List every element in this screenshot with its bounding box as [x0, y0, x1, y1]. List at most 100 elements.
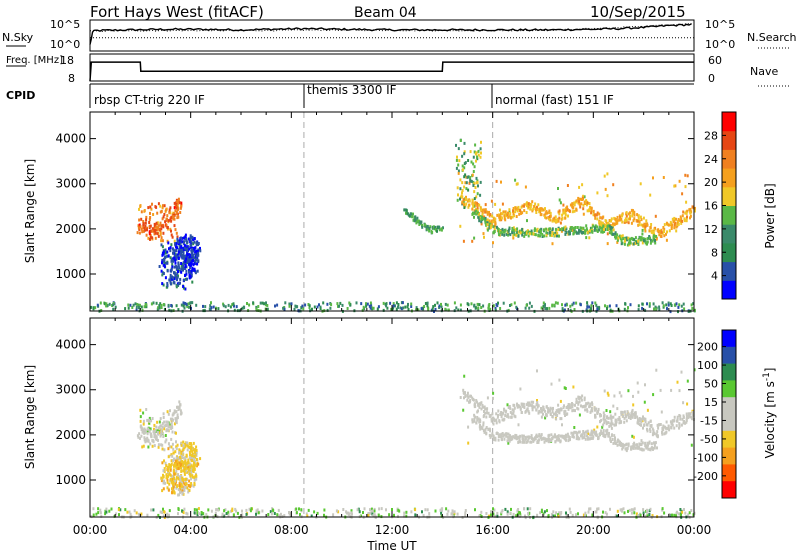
blob-cell	[177, 464, 180, 468]
scatter-cell	[446, 303, 449, 307]
scatter-cell	[345, 511, 348, 515]
freq-left-tick-bottom: 8	[68, 72, 75, 85]
scatter-cell	[217, 508, 220, 512]
blob-cell	[180, 462, 183, 466]
scatter-cell	[410, 510, 413, 514]
blob-cell	[197, 252, 200, 256]
feature-cell	[663, 223, 666, 227]
freq-right-tick-top: 60	[708, 54, 722, 67]
scatter-cell	[630, 508, 633, 512]
scatter-cell	[341, 303, 344, 307]
scatter-cell	[179, 277, 182, 281]
blob-cell	[185, 269, 188, 273]
scatter-cell	[546, 307, 548, 311]
feature-cell	[542, 228, 545, 232]
feature-cell	[643, 227, 646, 231]
blob-cell	[190, 456, 192, 460]
scatter-cell	[138, 306, 140, 309]
scatter-cell	[161, 431, 164, 435]
scatter-cell	[547, 514, 550, 518]
feature-cell	[172, 412, 175, 416]
feature-cell	[594, 408, 596, 412]
feature-cell	[681, 219, 684, 223]
scatter-cell	[610, 426, 613, 430]
scatter-cell	[157, 513, 160, 517]
feature-cell	[143, 226, 146, 230]
scatter-cell	[655, 368, 658, 372]
feature-cell	[512, 209, 515, 213]
blob-cell	[166, 269, 169, 273]
scatter-cell	[159, 510, 162, 514]
scatter-cell	[165, 513, 168, 517]
blob-cell	[177, 477, 180, 481]
blob-cell	[173, 271, 176, 275]
scatter-cell	[603, 389, 606, 393]
feature-cell	[625, 443, 628, 447]
feature-cell	[553, 434, 556, 437]
scatter-cell	[439, 508, 442, 512]
scatter-cell	[588, 236, 591, 240]
scatter-cell	[440, 507, 443, 511]
blob-cell	[187, 237, 190, 241]
scatter-cell	[474, 306, 477, 310]
feature-cell	[484, 210, 487, 214]
scatter-cell	[192, 484, 195, 488]
feature-cell	[571, 435, 574, 438]
scatter-cell	[161, 273, 164, 277]
feature-cell	[513, 436, 516, 440]
feature-cell	[634, 242, 637, 245]
scatter-cell	[561, 308, 564, 312]
scatter-cell	[159, 204, 162, 208]
feature-cell	[558, 212, 561, 216]
feature-cell	[618, 417, 621, 421]
feature-cell	[145, 439, 148, 443]
blob-cell	[195, 448, 198, 452]
feature-cell	[645, 222, 647, 226]
power-colorbar-tick-label: 28	[704, 129, 718, 142]
blob-cell	[188, 274, 191, 277]
scatter-cell	[245, 508, 248, 512]
scatter-cell	[539, 511, 542, 515]
scatter-cell	[550, 382, 553, 386]
scatter-cell	[536, 399, 538, 402]
feature-cell	[575, 397, 578, 401]
scatter-cell	[496, 514, 499, 518]
feature-cell	[491, 214, 493, 218]
scatter-cell	[410, 305, 413, 308]
blob-cell	[179, 475, 181, 479]
feature-cell	[610, 434, 613, 438]
feature-cell	[583, 434, 586, 437]
scatter-cell	[113, 514, 116, 518]
feature-cell	[482, 421, 485, 425]
scatter-cell	[463, 166, 466, 170]
scatter-cell	[163, 510, 166, 514]
scatter-cell	[171, 430, 174, 434]
scatter-cell	[128, 510, 131, 514]
feature-cell	[573, 209, 576, 213]
feature-cell	[530, 203, 533, 207]
scatter-cell	[140, 512, 143, 516]
feature-cell	[671, 423, 674, 427]
feature-cell	[514, 206, 517, 210]
scatter-cell	[690, 443, 693, 447]
feature-cell	[518, 405, 521, 409]
blob-cell	[178, 248, 181, 252]
feature-cell	[651, 427, 654, 431]
blob-cell	[189, 453, 191, 457]
blob-cell	[182, 447, 185, 451]
blob-cell	[195, 445, 198, 449]
scatter-cell	[594, 301, 597, 305]
scatter-cell	[605, 512, 608, 516]
feature-cell	[179, 403, 182, 407]
blob-cell	[162, 469, 165, 473]
feature-cell	[563, 404, 565, 408]
feature-cell	[572, 432, 575, 435]
scatter-cell	[463, 141, 466, 145]
scatter-cell	[176, 235, 179, 239]
scatter-cell	[424, 302, 427, 305]
feature-cell	[616, 238, 619, 242]
feature-cell	[571, 405, 574, 409]
blob-cell	[180, 236, 183, 240]
feature-cell	[583, 396, 586, 400]
feature-cell	[622, 444, 625, 448]
